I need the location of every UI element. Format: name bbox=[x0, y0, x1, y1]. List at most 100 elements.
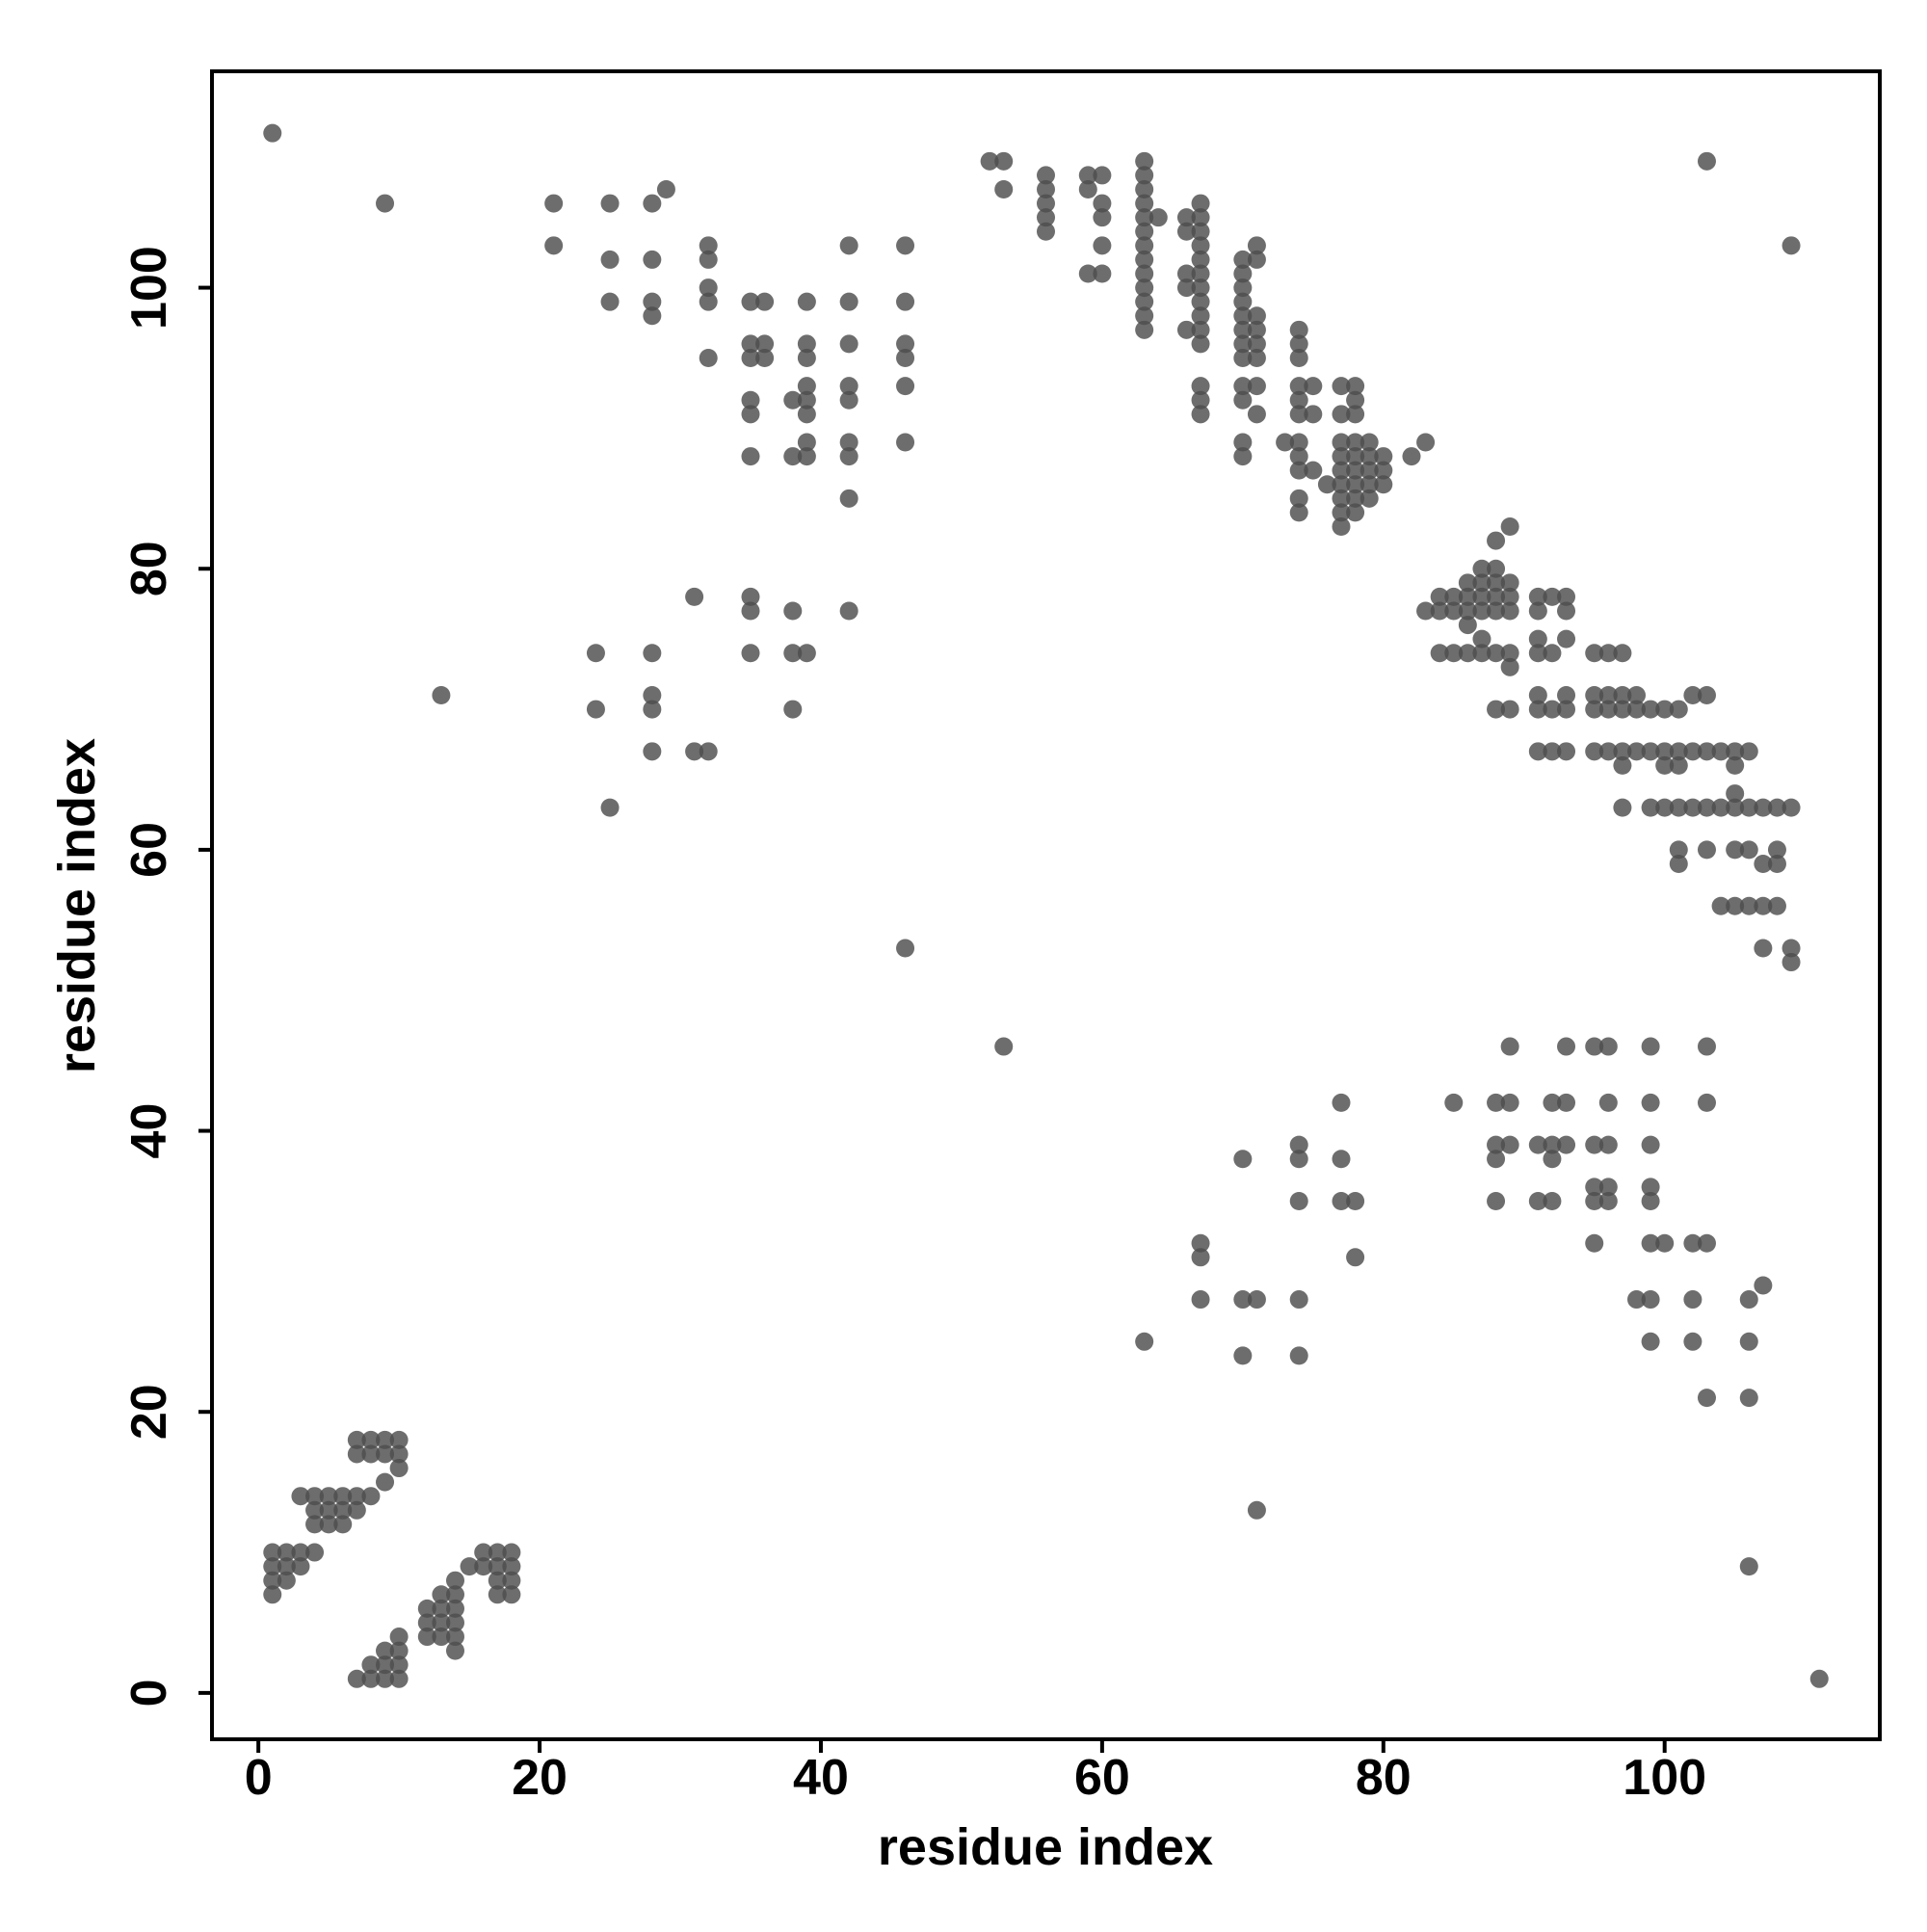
contact-point bbox=[1782, 798, 1801, 817]
contact-point bbox=[1472, 629, 1491, 648]
contact-point bbox=[1458, 616, 1477, 635]
contact-point bbox=[994, 151, 1014, 171]
contact-point bbox=[432, 1585, 451, 1604]
contact-point bbox=[1739, 742, 1758, 761]
contact-point bbox=[389, 1459, 409, 1478]
contact-point bbox=[1500, 516, 1519, 536]
contact-point bbox=[1754, 896, 1773, 915]
contact-point bbox=[643, 644, 662, 663]
contact-point bbox=[1304, 377, 1323, 396]
contact-point bbox=[1233, 334, 1253, 354]
contact-point bbox=[1697, 1093, 1716, 1112]
contact-point bbox=[1332, 516, 1351, 536]
contact-point bbox=[1598, 700, 1618, 719]
contact-point bbox=[1458, 573, 1477, 593]
contact-point bbox=[488, 1543, 507, 1562]
contact-point bbox=[361, 1444, 381, 1464]
x-tick-label: 60 bbox=[1074, 1750, 1130, 1806]
contact-point bbox=[291, 1557, 310, 1576]
contact-point bbox=[1472, 573, 1491, 593]
contact-point bbox=[1487, 601, 1506, 621]
contact-point bbox=[1332, 1191, 1351, 1210]
contact-point bbox=[417, 1628, 436, 1647]
contact-point bbox=[1430, 644, 1449, 663]
contact-point bbox=[1585, 1178, 1604, 1197]
contact-point bbox=[1332, 433, 1351, 452]
contact-point bbox=[1191, 236, 1210, 255]
contact-point bbox=[1289, 503, 1308, 522]
contact-point bbox=[1528, 601, 1547, 621]
contact-point bbox=[1613, 798, 1632, 817]
contact-point bbox=[1739, 896, 1758, 915]
contact-point bbox=[1528, 1191, 1547, 1210]
contact-point bbox=[376, 1669, 395, 1688]
contact-point bbox=[1739, 840, 1758, 860]
contact-point bbox=[347, 1487, 366, 1506]
contact-point bbox=[1669, 840, 1688, 860]
contact-point bbox=[1332, 1150, 1351, 1169]
contact-point bbox=[1739, 798, 1758, 817]
contact-point bbox=[1726, 742, 1745, 761]
contact-point bbox=[1739, 1290, 1758, 1310]
contact-point bbox=[1598, 1191, 1618, 1210]
contact-point bbox=[432, 685, 451, 704]
contact-point bbox=[1782, 953, 1801, 972]
contact-point bbox=[1191, 222, 1210, 241]
contact-point bbox=[544, 236, 564, 255]
contact-point bbox=[1782, 939, 1801, 958]
contact-point bbox=[643, 742, 662, 761]
contact-point bbox=[347, 1444, 366, 1464]
contact-point bbox=[1598, 685, 1618, 704]
contact-point bbox=[1754, 854, 1773, 873]
contact-point bbox=[1598, 742, 1618, 761]
contact-point bbox=[305, 1487, 325, 1506]
contact-point bbox=[1289, 447, 1308, 466]
contact-point bbox=[685, 742, 704, 761]
contact-point bbox=[1233, 390, 1253, 410]
contact-point bbox=[1304, 461, 1323, 480]
contact-point bbox=[797, 447, 816, 466]
contact-point bbox=[1739, 1332, 1758, 1351]
contact-point bbox=[1191, 292, 1210, 311]
contact-point bbox=[1247, 377, 1266, 396]
contact-point bbox=[263, 1543, 282, 1562]
contact-point bbox=[1585, 644, 1604, 663]
contact-point bbox=[797, 644, 816, 663]
contact-point bbox=[1641, 1332, 1660, 1351]
contact-point bbox=[1641, 1178, 1660, 1197]
contact-point bbox=[1359, 447, 1379, 466]
contact-point bbox=[1683, 685, 1703, 704]
contact-point bbox=[277, 1571, 296, 1590]
contact-point bbox=[741, 644, 760, 663]
contact-point bbox=[445, 1571, 464, 1590]
y-tick-label: 100 bbox=[121, 246, 177, 330]
contact-point bbox=[1809, 1669, 1829, 1688]
contact-point bbox=[291, 1487, 310, 1506]
contact-point bbox=[1487, 700, 1506, 719]
contact-point bbox=[797, 334, 816, 354]
contact-point bbox=[376, 1655, 395, 1675]
contact-point bbox=[1739, 1389, 1758, 1408]
contact-point bbox=[1247, 405, 1266, 424]
y-tick-label: 40 bbox=[121, 1103, 177, 1159]
contact-point bbox=[1487, 587, 1506, 606]
contact-point bbox=[1346, 390, 1365, 410]
contact-point bbox=[1754, 1276, 1773, 1295]
contact-point bbox=[1332, 447, 1351, 466]
contact-point bbox=[389, 1641, 409, 1660]
contact-point bbox=[1543, 700, 1562, 719]
contact-point bbox=[783, 601, 803, 621]
plot-frame bbox=[210, 69, 1882, 1741]
contact-point bbox=[1332, 503, 1351, 522]
y-tick-label: 80 bbox=[121, 541, 177, 596]
contact-point bbox=[1191, 208, 1210, 227]
contact-point bbox=[797, 405, 816, 424]
contact-point bbox=[445, 1628, 464, 1647]
contact-point bbox=[1037, 194, 1055, 213]
contact-point bbox=[389, 1430, 409, 1449]
contact-point bbox=[1289, 377, 1308, 396]
contact-point bbox=[1767, 896, 1786, 915]
contact-point bbox=[1500, 601, 1519, 621]
contact-point bbox=[1585, 1233, 1604, 1253]
contact-point bbox=[741, 334, 760, 354]
